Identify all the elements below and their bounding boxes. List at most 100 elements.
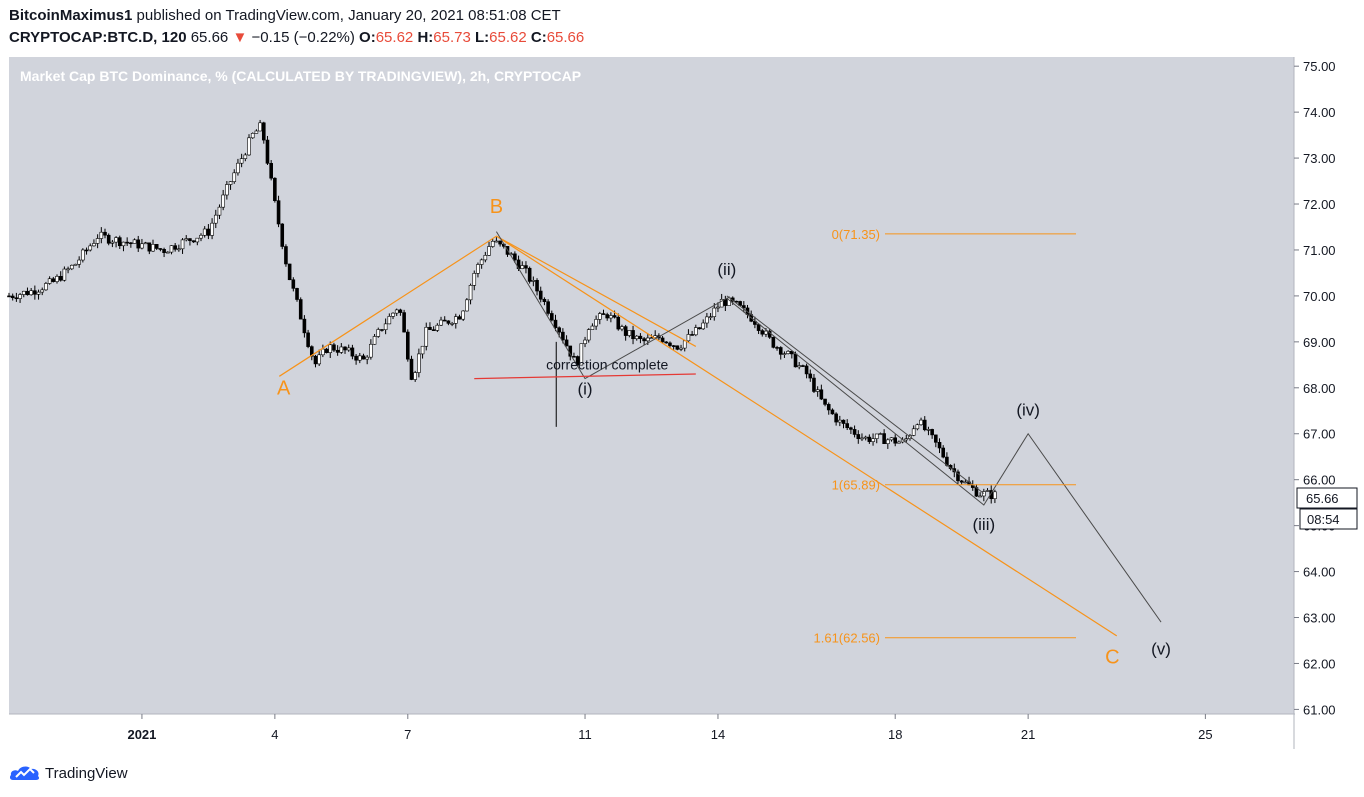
- candle-body: [941, 447, 946, 458]
- candle-body: [598, 313, 602, 320]
- candle-body: [642, 338, 646, 342]
- candle-body: [317, 354, 321, 365]
- candle-body: [694, 327, 698, 336]
- channel-line: [726, 295, 985, 494]
- candle-body: [476, 264, 480, 274]
- candle-body: [73, 263, 78, 266]
- candle-body: [420, 345, 425, 355]
- candle-body: [387, 316, 392, 325]
- candle-body: [575, 356, 580, 366]
- candle-body: [590, 325, 595, 330]
- candle-body: [550, 313, 554, 321]
- wave-label: (i): [577, 380, 592, 399]
- candle-body: [797, 365, 802, 368]
- candle-body: [103, 231, 107, 236]
- tradingview-cloud-icon: [9, 766, 40, 780]
- candle-body: [302, 318, 307, 334]
- x-tick-label: 21: [1021, 727, 1035, 742]
- candle-body: [978, 495, 982, 498]
- candle-body: [158, 248, 163, 250]
- candle-body: [431, 329, 436, 331]
- wave-label: (iv): [1016, 400, 1040, 419]
- candle-body: [184, 238, 189, 241]
- candle-body: [956, 471, 960, 482]
- candle-body: [468, 285, 473, 301]
- candle-body: [586, 329, 591, 341]
- candle-body: [760, 330, 765, 335]
- candle-body: [926, 429, 931, 431]
- candle-body: [786, 350, 790, 354]
- down-arrow-icon: ▼: [232, 29, 248, 46]
- candle-body: [110, 241, 115, 244]
- candle-body: [324, 348, 329, 353]
- candle-body: [394, 309, 399, 314]
- candle-body: [365, 356, 369, 360]
- last-price-label: 65.66: [1306, 491, 1339, 506]
- candle-body: [398, 309, 403, 313]
- candle-body: [915, 424, 920, 430]
- candle-body: [62, 268, 67, 281]
- candle-body: [405, 331, 410, 360]
- candle-body: [583, 339, 587, 345]
- candle-body: [609, 315, 613, 319]
- candle-body: [280, 223, 285, 247]
- candle-body: [524, 265, 528, 269]
- candle-body: [904, 438, 909, 441]
- candle-body: [14, 297, 19, 300]
- candle-body: [114, 237, 118, 243]
- candle-body: [276, 200, 281, 225]
- candle-body: [117, 237, 122, 247]
- candle-body: [132, 239, 137, 244]
- candle-body: [675, 345, 680, 350]
- candle-body: [7, 295, 11, 298]
- candle-body: [439, 319, 443, 326]
- author-name[interactable]: BitcoinMaximus1: [9, 7, 133, 24]
- candle-body: [258, 122, 262, 132]
- wave-label: (v): [1151, 639, 1171, 658]
- candle-body: [513, 253, 517, 261]
- candle-body: [243, 154, 248, 159]
- wave-label: B: [490, 196, 503, 218]
- y-tick-label: 72.00: [1303, 197, 1336, 212]
- candle-body: [106, 234, 111, 244]
- candle-body: [546, 301, 550, 314]
- candle-body: [121, 241, 126, 247]
- candle-body: [959, 480, 964, 483]
- candle-body: [284, 246, 288, 265]
- candle-body: [834, 413, 838, 423]
- candle-body: [620, 326, 624, 330]
- impulse-wave-line: [495, 231, 1162, 623]
- candle-body: [649, 337, 654, 339]
- candle-body: [291, 279, 296, 289]
- candle-body: [793, 353, 798, 368]
- candle-body: [535, 280, 539, 292]
- candle-body: [679, 347, 683, 350]
- candle-body: [287, 263, 292, 281]
- candle-body: [498, 240, 502, 245]
- time-axis[interactable]: 2021 4 7 11 14 18 21 25: [127, 714, 1213, 742]
- candle-body: [247, 137, 251, 156]
- candle-body: [461, 310, 465, 320]
- y-tick-label: 64.00: [1303, 565, 1336, 580]
- candle-body: [922, 419, 927, 431]
- candle-body: [479, 259, 484, 265]
- wave-label: C: [1105, 646, 1119, 668]
- candle-body: [328, 344, 333, 353]
- candle-body: [47, 278, 52, 284]
- candle-body: [557, 327, 561, 333]
- candle-body: [764, 330, 768, 335]
- support-red-line: [474, 373, 696, 380]
- candle-body: [627, 330, 632, 336]
- candle-body: [66, 268, 70, 271]
- footer-brand[interactable]: TradingView: [9, 764, 128, 782]
- candle-body: [435, 324, 440, 331]
- candle-body: [261, 122, 266, 141]
- plot-area[interactable]: [9, 57, 1294, 714]
- candle-body: [36, 291, 41, 295]
- candle-body: [361, 355, 366, 360]
- change-value: −0.15 (−0.22%): [251, 29, 355, 46]
- price-axis[interactable]: 75.00 74.00 73.00 72.00 71.00 70.00 69.00 68.00…: [1294, 59, 1336, 717]
- candle-body: [417, 353, 421, 373]
- candle-body: [40, 289, 45, 293]
